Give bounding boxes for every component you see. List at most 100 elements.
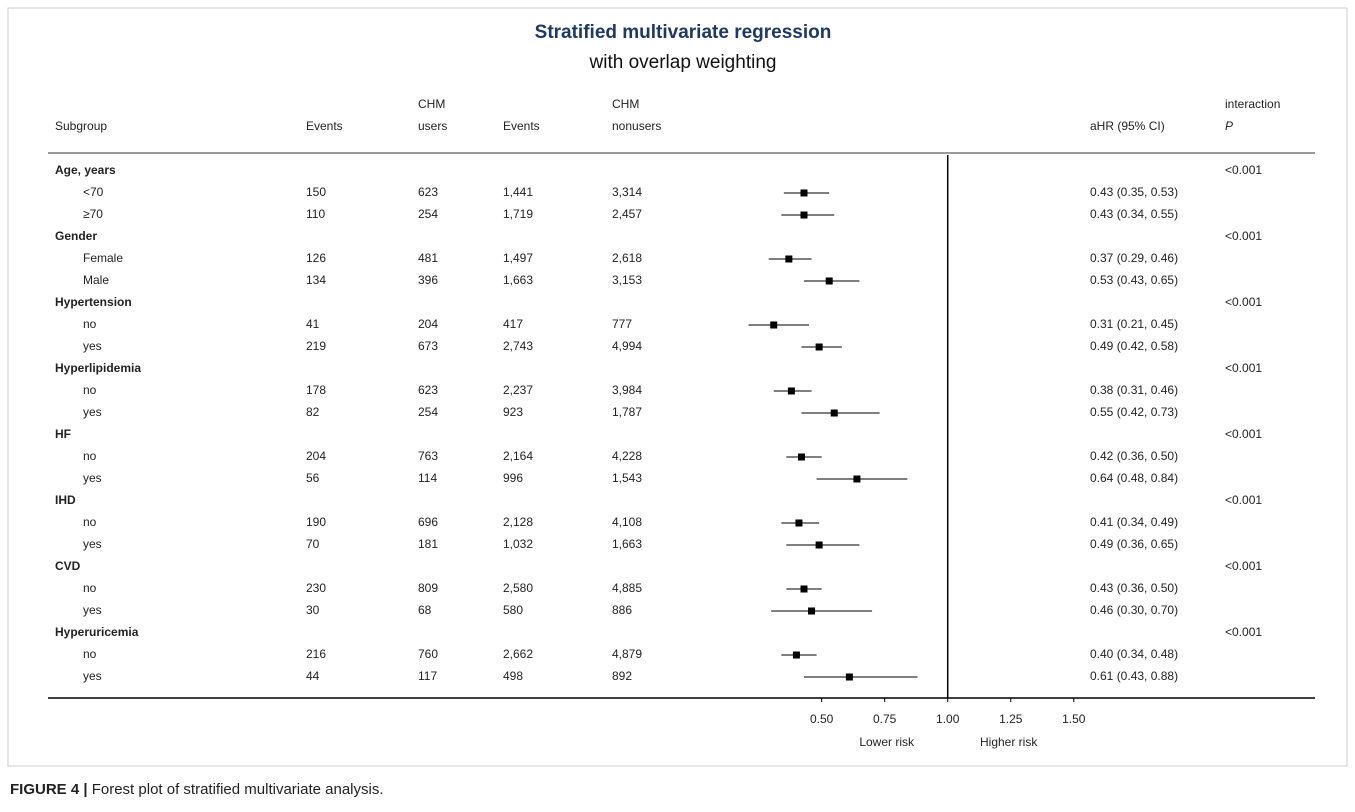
cell: 150 — [306, 185, 326, 199]
hr-marker — [787, 387, 795, 395]
cell: 4,108 — [612, 515, 642, 529]
cell: 923 — [503, 405, 523, 419]
cell: 2,580 — [503, 581, 533, 595]
annotation: Lower risk — [859, 735, 915, 749]
cell: 204 — [306, 449, 326, 463]
row-label: no — [83, 581, 97, 595]
ci-label: 0.49 (0.36, 0.65) — [1090, 537, 1178, 551]
column-header: Events — [306, 119, 343, 133]
group-label: Hyperuricemia — [55, 625, 139, 639]
ci-label: 0.37 (0.29, 0.46) — [1090, 251, 1178, 265]
x-tick-label: 0.50 — [810, 712, 834, 726]
cell: 2,128 — [503, 515, 533, 529]
ci-label: 0.31 (0.21, 0.45) — [1090, 317, 1178, 331]
row-label: yes — [83, 603, 102, 617]
ci-label: 0.43 (0.36, 0.50) — [1090, 581, 1178, 595]
hr-marker — [800, 585, 808, 593]
row-label: no — [83, 317, 97, 331]
ci-label: 0.43 (0.34, 0.55) — [1090, 207, 1178, 221]
hr-marker — [830, 409, 838, 417]
frame — [7, 7, 1348, 767]
cell: 2,618 — [612, 251, 642, 265]
ci-label: 0.49 (0.42, 0.58) — [1090, 339, 1178, 353]
group-label: Age, years — [55, 163, 116, 177]
cell: 134 — [306, 273, 326, 287]
cell: 41 — [306, 317, 320, 331]
cell: 3,984 — [612, 383, 642, 397]
cell: 2,743 — [503, 339, 533, 353]
ci-label: 0.46 (0.30, 0.70) — [1090, 603, 1178, 617]
cell: 1,663 — [503, 273, 533, 287]
cell: 70 — [306, 537, 320, 551]
caption-text: Forest plot of stratified multivariate a… — [92, 781, 384, 798]
cell: 114 — [418, 471, 437, 485]
cell: 68 — [418, 603, 432, 617]
interaction-p: <0.001 — [1225, 229, 1262, 243]
column-header: interaction — [1225, 97, 1280, 111]
ci-label: 0.55 (0.42, 0.73) — [1090, 405, 1178, 419]
cell: 1,543 — [612, 471, 642, 485]
cell: 396 — [418, 273, 438, 287]
cell: 219 — [306, 339, 326, 353]
row-label: Female — [83, 251, 123, 265]
cell: 1,787 — [612, 405, 642, 419]
column-header: nonusers — [612, 119, 661, 133]
hr-marker — [815, 541, 823, 549]
hr-marker — [815, 343, 823, 351]
row-label: <70 — [83, 185, 104, 199]
cell: 4,879 — [612, 647, 642, 661]
column-header: aHR (95% CI) — [1090, 119, 1165, 133]
cell: 1,497 — [503, 251, 533, 265]
cell: 3,153 — [612, 273, 642, 287]
ci-label: 0.42 (0.36, 0.50) — [1090, 449, 1178, 463]
interaction-p: <0.001 — [1225, 625, 1262, 639]
cell: 696 — [418, 515, 438, 529]
cell: 623 — [418, 383, 438, 397]
cell: 230 — [306, 581, 326, 595]
row-label: no — [83, 515, 97, 529]
row-label: Male — [83, 273, 109, 287]
cell: 498 — [503, 669, 523, 683]
hr-marker — [795, 519, 803, 527]
cell: 892 — [612, 669, 632, 683]
ci-label: 0.64 (0.48, 0.84) — [1090, 471, 1178, 485]
column-header: CHM — [612, 97, 639, 111]
x-tick-label: 1.25 — [999, 712, 1023, 726]
chart-subtitle: with overlap weighting — [589, 52, 777, 73]
interaction-p: <0.001 — [1225, 163, 1262, 177]
cell: 4,228 — [612, 449, 642, 463]
cell: 673 — [418, 339, 438, 353]
cell: 4,994 — [612, 339, 642, 353]
hr-marker — [825, 277, 833, 285]
cell: 1,441 — [503, 185, 533, 199]
hr-marker — [785, 255, 793, 263]
row-label: yes — [83, 537, 102, 551]
hr-marker — [797, 453, 805, 461]
interaction-p: <0.001 — [1225, 361, 1262, 375]
row-label: yes — [83, 339, 102, 353]
cell: 117 — [418, 669, 437, 683]
cell: 190 — [306, 515, 326, 529]
row-label: ≥70 — [83, 207, 103, 221]
row-label: no — [83, 647, 97, 661]
cell: 1,663 — [612, 537, 642, 551]
row-label: yes — [83, 471, 102, 485]
hr-marker — [800, 189, 808, 197]
cell: 809 — [418, 581, 438, 595]
cell: 996 — [503, 471, 523, 485]
x-tick-label: 0.75 — [873, 712, 897, 726]
cell: 56 — [306, 471, 320, 485]
row-label: yes — [83, 669, 102, 683]
group-label: HF — [55, 427, 71, 441]
cell: 110 — [306, 207, 325, 221]
cell: 763 — [418, 449, 438, 463]
interaction-p: <0.001 — [1225, 295, 1262, 309]
x-tick-label: 1.50 — [1062, 712, 1086, 726]
hr-marker — [792, 651, 800, 659]
cell: 178 — [306, 383, 326, 397]
cell: 760 — [418, 647, 438, 661]
cell: 44 — [306, 669, 320, 683]
ci-label: 0.40 (0.34, 0.48) — [1090, 647, 1178, 661]
